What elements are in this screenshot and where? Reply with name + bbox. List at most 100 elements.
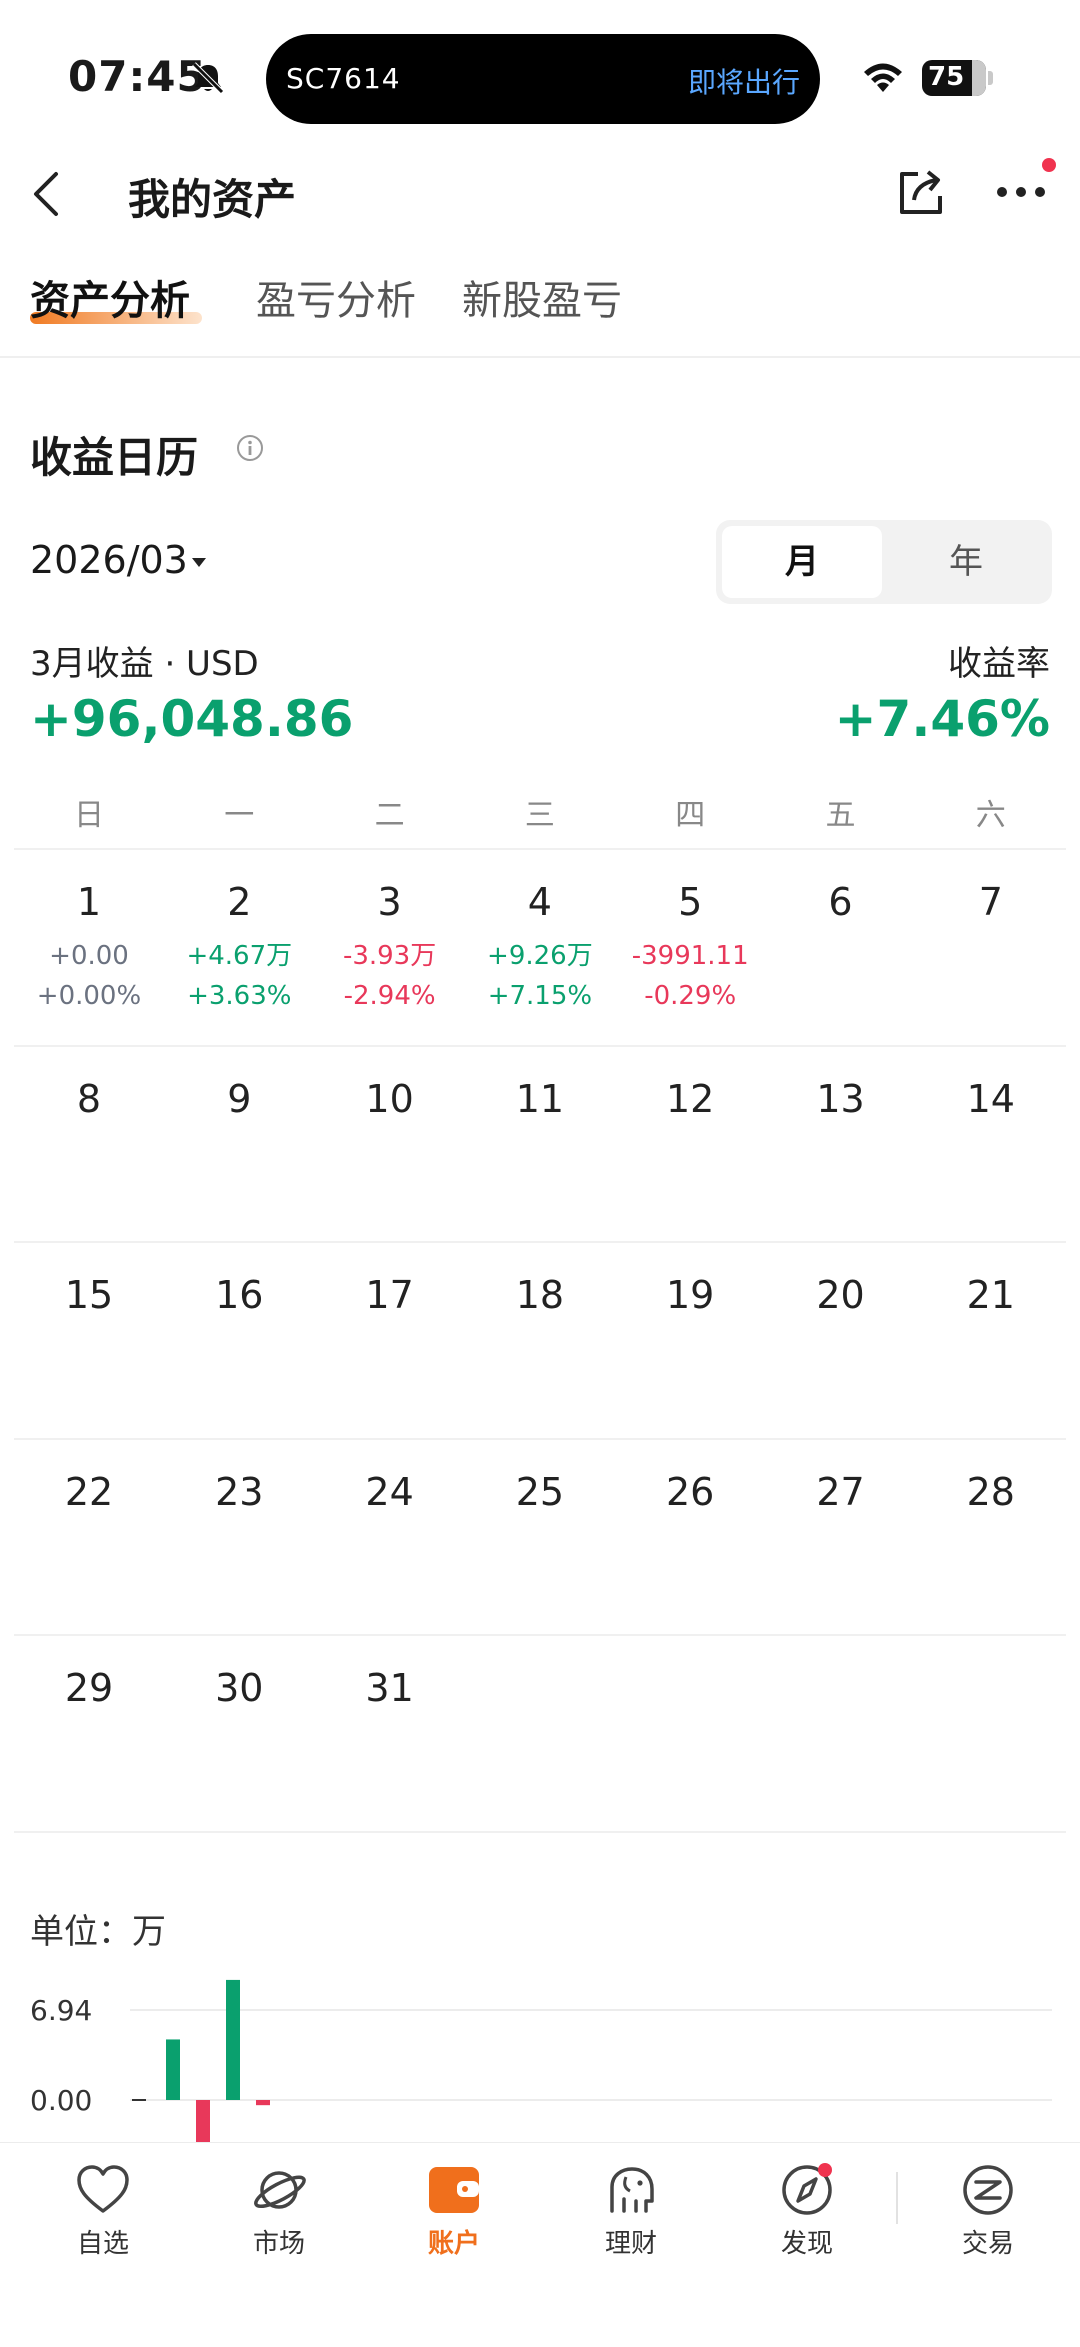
day-number: 11 — [515, 1076, 565, 1121]
tab-label: 发现 — [780, 2229, 833, 2259]
day-number: 21 — [966, 1273, 1015, 1317]
tab-trade[interactable]: 交易 — [913, 2161, 1063, 2260]
tab-elephant[interactable]: 理财 — [556, 2161, 706, 2260]
calendar-day-cell[interactable]: 12 — [615, 1075, 765, 1123]
weekday-header: 日一二三四五六 — [14, 790, 1066, 840]
calendar-day-cell[interactable]: 1 +0.00 +0.00% — [14, 878, 164, 1012]
calendar-day-cell[interactable]: 21 — [916, 1271, 1066, 1319]
calendar-day-cell[interactable]: 14 — [916, 1075, 1066, 1123]
calendar-day-cell[interactable]: 28 — [916, 1468, 1066, 1516]
day-number: 2 — [227, 880, 252, 924]
calendar-day-cell[interactable]: 6 — [766, 878, 916, 926]
calendar-day-cell[interactable]: 2 +4.67万 +3.63% — [164, 878, 314, 1012]
tab-planet[interactable]: 市场 — [204, 2161, 354, 2260]
bell-muted-icon — [192, 62, 224, 94]
weekday-label: 五 — [825, 798, 856, 833]
calendar-day-cell[interactable]: 26 — [615, 1468, 765, 1516]
day-number: 15 — [64, 1273, 114, 1317]
day-profit: +9.26万 — [487, 941, 593, 971]
tab-wallet[interactable]: 账户 — [379, 2161, 529, 2260]
day-number: 31 — [365, 1666, 414, 1710]
weekday-label: 日 — [74, 798, 104, 833]
calendar-day-cell[interactable]: 24 — [315, 1468, 465, 1516]
calendar-row-divider — [14, 1241, 1066, 1243]
tab-heart[interactable]: 自选 — [28, 2161, 178, 2260]
calendar-day-cell[interactable]: 16 — [164, 1271, 314, 1319]
elephant-icon — [610, 2167, 654, 2213]
calendar-day-cell[interactable]: 30 — [164, 1664, 314, 1712]
day-number: 30 — [215, 1666, 264, 1710]
calendar-day-cell[interactable]: 27 — [766, 1468, 916, 1516]
day-profit: +4.67万 — [186, 941, 293, 971]
weekday-label: 四 — [675, 798, 706, 833]
toggle-year[interactable]: 年 — [949, 542, 983, 582]
income-label: 3月收益 · USD — [30, 644, 259, 684]
calendar-day-cell[interactable]: 29 — [14, 1664, 164, 1712]
info-icon[interactable] — [236, 434, 264, 462]
calendar-day-cell[interactable]: 3 -3.93万 -2.94% — [315, 878, 465, 1012]
calendar-day-cell[interactable]: 18 — [465, 1271, 615, 1319]
tab-label: 自选 — [76, 2229, 129, 2259]
y-tick-label: 0.00 — [30, 2084, 92, 2117]
tab-label: 理财 — [604, 2229, 657, 2259]
compass-icon — [782, 2165, 832, 2215]
tab-compass[interactable]: 发现 — [732, 2161, 882, 2260]
calendar-day-cell[interactable]: 9 — [164, 1075, 314, 1123]
calendar-day-cell[interactable]: 19 — [615, 1271, 765, 1319]
calendar-day-cell[interactable]: 22 — [14, 1468, 164, 1516]
battery-level: 75 — [928, 62, 965, 92]
day-number: 13 — [816, 1076, 865, 1121]
day-number: 8 — [76, 1076, 102, 1121]
wallet-icon — [429, 2167, 479, 2213]
share-icon[interactable] — [896, 166, 948, 218]
day-return-rate: +0.00% — [36, 981, 142, 1011]
dynamic-island[interactable]: SC7614 即将出行 — [266, 34, 820, 124]
chart-bar — [256, 2100, 270, 2106]
calendar-day-cell[interactable]: 5 -3991.11 -0.29% — [615, 878, 765, 1012]
income-value: +96,048.86 — [30, 690, 354, 748]
tab-label: 市场 — [252, 2229, 305, 2259]
battery-tip — [988, 71, 993, 85]
day-number: 20 — [816, 1273, 865, 1317]
calendar-day-cell[interactable]: 20 — [766, 1271, 916, 1319]
day-number: 19 — [666, 1273, 715, 1317]
day-profit: -3991.11 — [631, 941, 749, 971]
day-number: 16 — [215, 1273, 264, 1317]
back-arrow-icon[interactable] — [26, 166, 66, 222]
weekday-label: 六 — [975, 798, 1006, 833]
day-number: 24 — [365, 1469, 414, 1514]
caret-down-icon[interactable] — [192, 558, 206, 567]
pnl-bar-chart: 6.94 0.00 — [30, 1979, 1052, 2142]
calendar-day-cell[interactable]: 11 — [465, 1075, 615, 1123]
active-tab-indicator — [30, 312, 202, 324]
month-selector[interactable]: 2026/03 — [30, 538, 188, 582]
battery-indicator: 75 — [922, 60, 986, 96]
calendar-day-cell[interactable]: 10 — [315, 1075, 465, 1123]
more-icon[interactable] — [996, 182, 1046, 202]
tab-ipo-pnl[interactable]: 新股盈亏 — [462, 278, 622, 324]
notification-dot — [1042, 158, 1056, 172]
day-number: 14 — [966, 1076, 1015, 1121]
calendar-day-cell[interactable]: 8 — [14, 1075, 164, 1123]
status-bar: 07:45 SC7614 即将出行 75 — [0, 0, 1080, 140]
calendar-day-cell[interactable]: 7 — [916, 878, 1066, 926]
tab-pnl-analysis[interactable]: 盈亏分析 — [256, 278, 416, 324]
day-number: 1 — [76, 880, 102, 924]
toggle-month[interactable]: 月 — [722, 526, 882, 598]
calendar-day-cell[interactable]: 13 — [766, 1075, 916, 1123]
calendar-day-cell[interactable]: 25 — [465, 1468, 615, 1516]
calendar-day-cell[interactable]: 31 — [315, 1664, 465, 1712]
calendar-day-cell[interactable]: 17 — [315, 1271, 465, 1319]
calendar-row-divider — [14, 1830, 1066, 1833]
day-number: 3 — [377, 880, 402, 924]
day-profit: -3.93万 — [342, 941, 437, 971]
calendar-day-cell[interactable]: 23 — [164, 1468, 314, 1516]
chart-bar — [132, 2099, 146, 2101]
y-tick-label: 6.94 — [30, 1994, 92, 2027]
day-number: 26 — [666, 1469, 715, 1514]
calendar-day-cell[interactable]: 15 — [14, 1271, 164, 1319]
tab-asset-analysis[interactable]: 资产分析 — [30, 278, 190, 324]
bottom-tab-bar: 自选 市场 账户 理财 发现 交易 — [0, 2142, 1080, 2347]
rate-label: 收益率 — [948, 644, 1050, 684]
calendar-day-cell[interactable]: 4 +9.26万 +7.15% — [465, 878, 615, 1012]
